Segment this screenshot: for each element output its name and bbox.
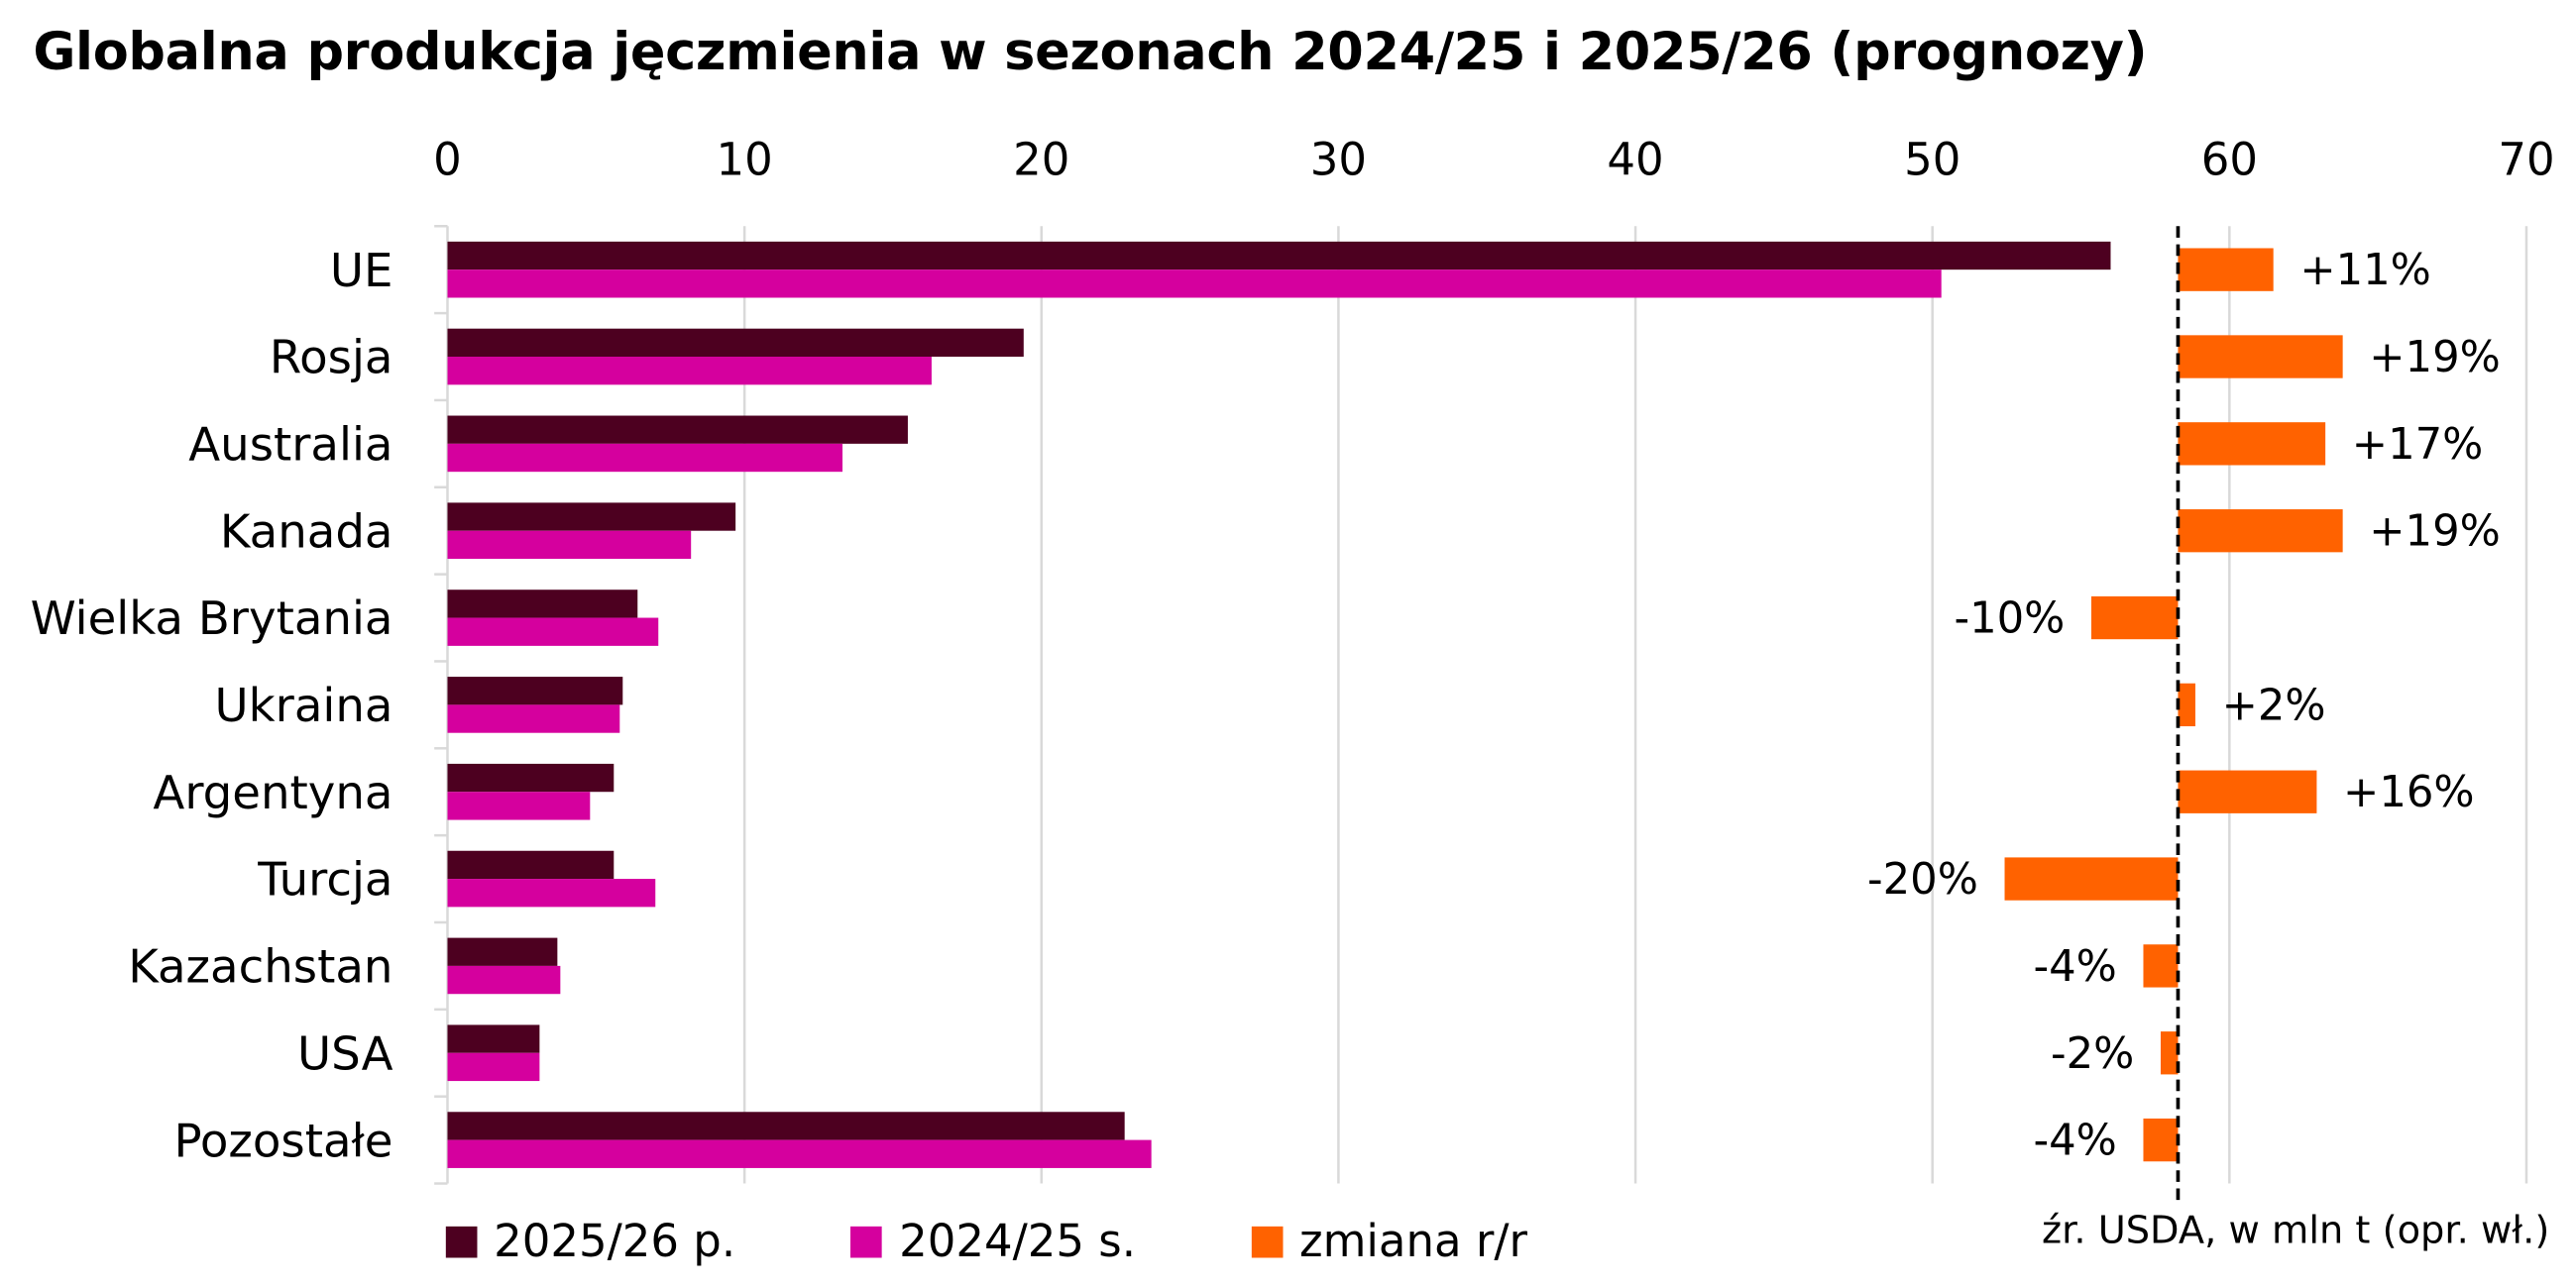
legend-item-2025: 2025/26 p. xyxy=(445,1216,736,1267)
x-tick-label: 60 xyxy=(2201,134,2258,186)
bar-2025 xyxy=(447,1024,540,1053)
change-label: +17% xyxy=(2352,420,2484,470)
bar-2025 xyxy=(447,328,1024,358)
bar-2024 xyxy=(447,357,932,385)
bar-2025 xyxy=(447,850,615,880)
bar-2024 xyxy=(447,530,692,560)
bar-2025 xyxy=(447,590,638,618)
category-label: Pozostałe xyxy=(173,1114,392,1167)
change-label: -2% xyxy=(2051,1029,2134,1079)
bar-2025 xyxy=(447,763,615,793)
bar-change xyxy=(2178,770,2317,813)
chart-legend: 2025/26 p. 2024/25 s. zmiana r/r xyxy=(445,1205,1643,1277)
category-label: Kanada xyxy=(220,504,393,558)
bar-2024 xyxy=(447,1052,540,1082)
change-label: -10% xyxy=(1954,594,2065,644)
x-tick-label: 10 xyxy=(717,134,773,186)
bar-2025 xyxy=(447,415,908,444)
x-tick-label: 40 xyxy=(1607,134,1663,186)
legend-label-2024: 2024/25 s. xyxy=(899,1216,1137,1267)
x-tick-label: 70 xyxy=(2498,134,2554,186)
category-label: Kazachstan xyxy=(128,940,392,994)
change-label: +2% xyxy=(2222,681,2326,730)
bar-change xyxy=(2143,944,2179,988)
legend-swatch-change xyxy=(1251,1226,1284,1257)
bar-2024 xyxy=(447,965,561,995)
legend-swatch-2024 xyxy=(850,1226,883,1257)
change-label: +11% xyxy=(2299,246,2431,295)
chart-title: Globalna produkcja jęczmienia w sezonach… xyxy=(33,23,2148,83)
bar-2024 xyxy=(447,1139,1152,1168)
bar-2025 xyxy=(447,241,2111,270)
x-tick-label: 0 xyxy=(433,134,462,186)
category-label: Turcja xyxy=(257,853,392,907)
bar-2024 xyxy=(447,269,1942,298)
x-tick-label: 30 xyxy=(1310,134,1367,186)
source-note: źr. USDA, w mln t (opr. wł.) xyxy=(2041,1210,2550,1253)
bar-change xyxy=(2160,1031,2179,1075)
bar-change xyxy=(2004,857,2179,901)
category-label: Australia xyxy=(188,418,392,472)
legend-label-change: zmiana r/r xyxy=(1298,1216,1527,1267)
legend-item-2024: 2024/25 s. xyxy=(850,1216,1137,1267)
bar-2024 xyxy=(447,879,656,908)
bar-2025 xyxy=(447,677,623,705)
legend-item-change: zmiana r/r xyxy=(1251,1216,1527,1267)
bar-2024 xyxy=(447,704,620,733)
category-label: Ukraina xyxy=(215,679,393,732)
category-label: UE xyxy=(330,244,393,297)
bar-2024 xyxy=(447,617,659,646)
change-label: -4% xyxy=(2033,942,2116,992)
change-label: -20% xyxy=(1867,855,1978,905)
bar-change xyxy=(2178,335,2343,378)
legend-swatch-2025 xyxy=(445,1226,478,1257)
bar-2024 xyxy=(447,792,591,820)
bar-2025 xyxy=(447,1112,1125,1140)
category-label: Wielka Brytania xyxy=(31,591,393,645)
category-label: USA xyxy=(297,1026,393,1080)
bar-2025 xyxy=(447,937,558,966)
x-tick-label: 50 xyxy=(1904,134,1960,186)
change-label: -4% xyxy=(2033,1117,2116,1166)
bar-2025 xyxy=(447,502,736,531)
change-label: +19% xyxy=(2369,507,2501,557)
bar-change xyxy=(2143,1118,2179,1162)
x-tick-label: 20 xyxy=(1013,134,1069,186)
legend-label-2025: 2025/26 p. xyxy=(494,1216,736,1267)
bar-change xyxy=(2090,595,2179,640)
category-label: Argentyna xyxy=(153,766,392,819)
change-label: +19% xyxy=(2369,333,2501,382)
bar-2024 xyxy=(447,443,843,473)
bar-change xyxy=(2178,683,2195,727)
change-label: +16% xyxy=(2343,768,2475,817)
bar-change xyxy=(2178,248,2274,291)
category-label: Rosja xyxy=(270,331,393,384)
bar-change xyxy=(2178,422,2326,466)
bar-change xyxy=(2178,509,2343,553)
